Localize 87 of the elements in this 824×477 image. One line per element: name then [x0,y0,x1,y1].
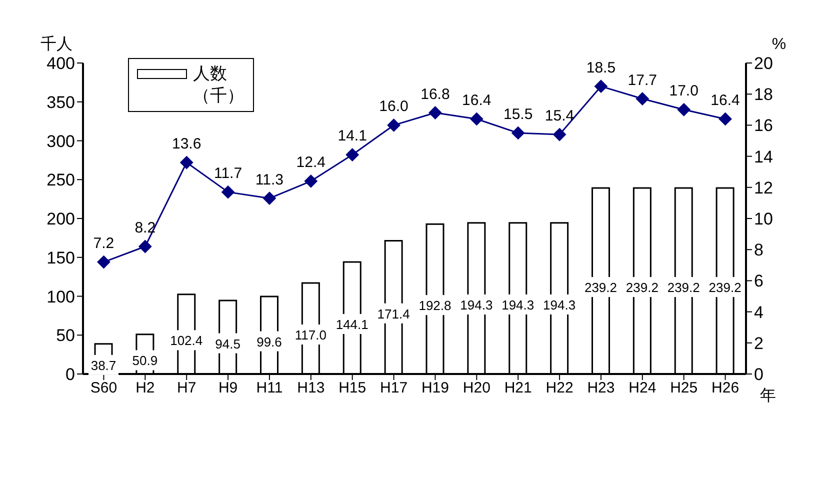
point [636,92,649,106]
y2-tick-label: 10 [754,210,773,229]
data-label: 94.5 [215,336,240,352]
data-label: 16.8 [420,86,450,103]
point [677,103,690,116]
point [718,112,732,126]
y-tick-label: 50 [56,326,75,346]
y2-tick-label: 20 [754,54,773,74]
data-label: 194.3 [543,297,576,312]
x-tick-label: H26 [712,380,740,397]
y2-axis-title: % [772,36,786,53]
x-tick-label: H13 [297,380,325,397]
data-label: 239.2 [708,280,742,296]
data-label: 12.4 [296,154,326,172]
data-label: 194.3 [460,297,493,312]
point [553,128,566,142]
data-label: 239.2 [584,280,618,296]
data-label: 194.3 [502,297,534,312]
data-label: 7.2 [93,235,114,252]
y-tick-label: 200 [46,210,75,229]
data-label: 99.6 [256,334,282,350]
x-tick-label: H22 [546,380,574,397]
y2-tick-label: 14 [754,147,773,166]
y2-tick-label: 16 [754,116,773,136]
y-axis-title: 千人 [40,35,72,53]
data-label: 18.5 [586,59,616,76]
data-label: 17.0 [669,82,698,100]
x-tick-label: H15 [338,380,366,397]
y-tick-label: 250 [46,170,75,190]
x-tick-label: H11 [256,380,283,397]
data-label: 15.4 [544,108,574,125]
data-label: 239.2 [667,280,700,296]
y-tick-label: 150 [46,248,75,268]
point [346,148,359,162]
x-tick-label: H21 [504,380,532,397]
data-label: 192.8 [418,298,452,314]
point [470,112,484,126]
data-label: 16.0 [379,98,408,116]
y-tick-label: 300 [46,132,75,151]
data-label: 15.5 [503,106,533,123]
x-axis-title: 年 [760,388,776,405]
y2-tick-label: 8 [754,240,764,260]
point [594,80,608,93]
data-label: 239.2 [626,280,658,296]
x-tick-label: H25 [670,380,698,397]
y2-tick-label: 4 [754,302,764,322]
x-tick-label: H24 [628,380,656,397]
point [512,126,525,140]
point [387,118,400,132]
data-label: 11.3 [255,171,284,188]
x-tick-label: H20 [462,380,490,397]
legend-label: 人数（千） [193,63,245,107]
data-label: 16.4 [462,92,492,109]
x-tick-label: H9 [218,380,238,397]
y2-tick-label: 12 [754,178,773,198]
data-label: 14.1 [338,128,367,145]
data-label: 11.7 [214,165,242,182]
y2-tick-label: 6 [754,272,764,291]
y2-tick-label: 2 [754,334,764,353]
data-label: 17.7 [628,72,658,89]
x-tick-label: H7 [177,380,196,397]
data-label: 171.4 [377,306,410,322]
data-label: 16.4 [710,92,740,109]
x-tick-label: H17 [380,380,408,397]
data-label: 102.4 [170,333,203,348]
data-label: 13.6 [172,136,202,153]
point [262,192,276,205]
y2-tick-label: 0 [754,365,764,384]
data-label: 117.0 [294,328,326,343]
point [138,240,152,253]
point [222,186,235,199]
data-label: 8.2 [134,219,156,236]
x-tick-label: H2 [136,380,155,397]
y-tick-label: 100 [46,287,75,306]
y-tick-label: 350 [46,92,75,112]
x-tick-label: S60 [90,380,118,397]
point [304,174,318,188]
y2-tick-label: 18 [754,85,773,104]
y-tick-label: 400 [46,54,75,74]
point [428,106,442,120]
x-tick-label: H23 [587,380,615,397]
data-label: 144.1 [336,316,368,332]
data-label: 50.9 [132,353,158,368]
y-tick-label: 0 [66,365,75,384]
point [97,256,110,269]
point [180,156,194,170]
x-tick-label: H19 [421,380,449,397]
